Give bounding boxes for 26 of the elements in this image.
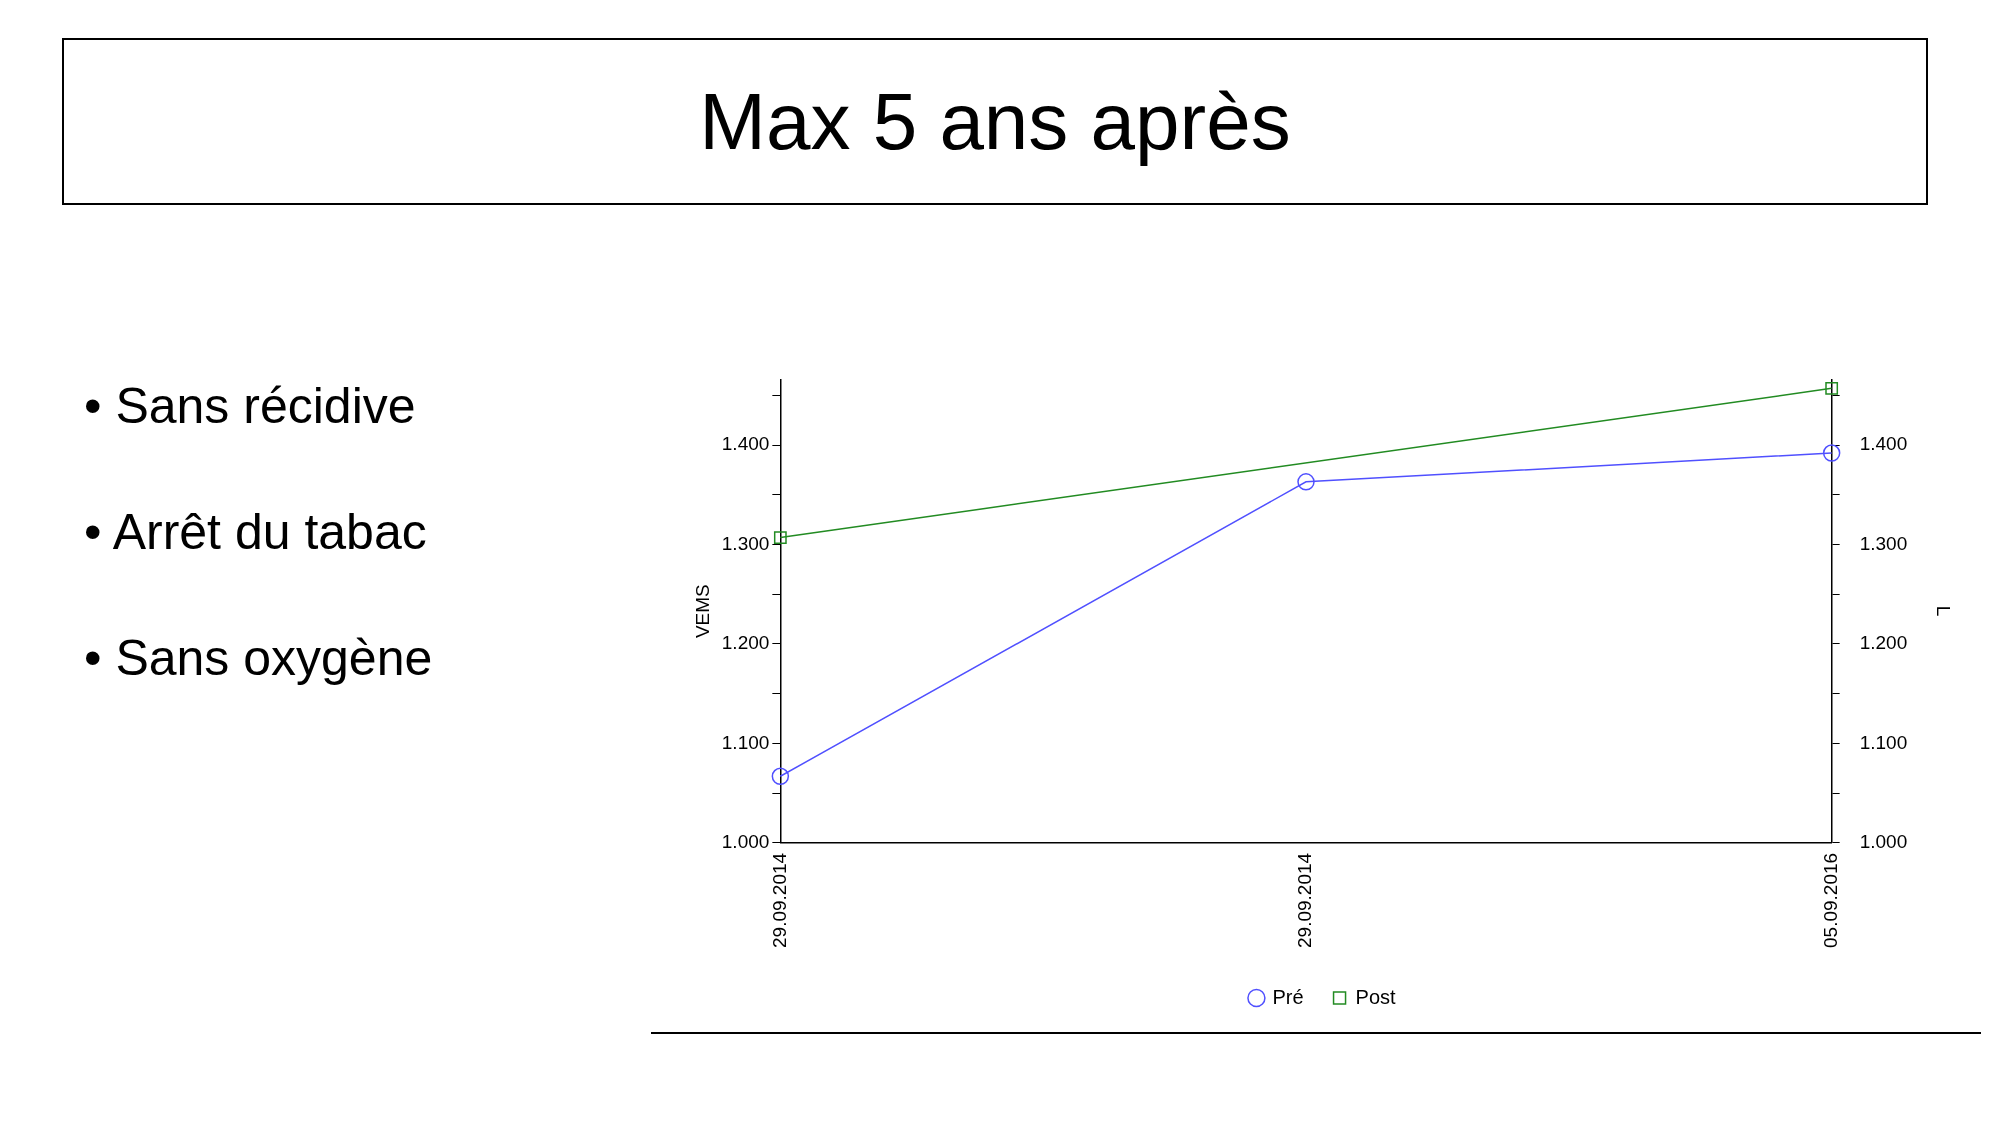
y2-axis-title: L <box>1933 605 1955 617</box>
legend-label: Pré <box>1272 985 1304 1008</box>
point <box>773 531 787 544</box>
chart-title: Max 5 ans après <box>699 75 1291 168</box>
text: • Arrêt du tabac <box>84 503 428 562</box>
y-tick-label: 1.400 <box>721 433 770 455</box>
y2-tick-label: 1.100 <box>1859 731 1908 753</box>
point <box>1825 381 1839 395</box>
y2-tick-label: 1.000 <box>1859 831 1908 853</box>
y-tick-label: 1.000 <box>721 831 770 853</box>
y-tick-label: 1.200 <box>721 632 770 654</box>
y2-tick-label: 1.300 <box>1859 532 1908 554</box>
legend-label: Post <box>1355 985 1397 1008</box>
text: • Sans oxygène <box>84 629 433 688</box>
y2-tick-label: 1.200 <box>1859 632 1908 654</box>
y-axis-title: VEMS <box>691 584 713 639</box>
text: • Sans récidive <box>84 377 417 436</box>
y2-tick-label: 1.400 <box>1859 433 1908 455</box>
x-tick-label: 29.09.2014 <box>768 852 790 948</box>
x-tick-label: 29.09.2014 <box>1294 852 1316 948</box>
y-tick-label: 1.300 <box>721 532 770 554</box>
y-tick-label: 1.100 <box>721 731 770 753</box>
point <box>1822 444 1841 462</box>
point <box>1297 473 1315 491</box>
point <box>771 767 790 786</box>
x-tick-label: 05.09.2016 <box>1819 852 1841 948</box>
